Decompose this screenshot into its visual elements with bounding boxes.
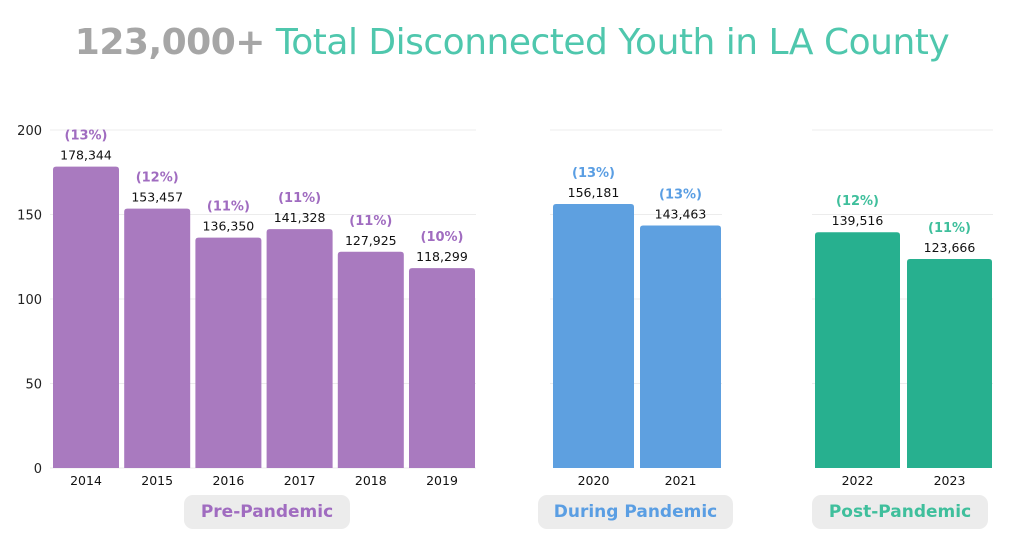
percent-label: (12%)	[836, 194, 879, 209]
percent-label: (13%)	[572, 166, 615, 181]
title-highlight: 123,000+	[74, 22, 266, 63]
percent-label: (12%)	[136, 171, 179, 186]
x-tick-label: 2022	[842, 473, 874, 488]
value-label: 123,666	[924, 240, 976, 255]
percent-label: (11%)	[278, 191, 321, 206]
bar	[337, 251, 404, 468]
post-pandemic-label: Post-Pandemic	[812, 495, 988, 529]
bar	[53, 166, 119, 468]
x-tick-label: 2021	[665, 473, 697, 488]
x-tick-label: 2023	[934, 473, 966, 488]
during-pandemic-label: During Pandemic	[538, 495, 733, 529]
value-label: 127,925	[345, 233, 397, 248]
x-tick-label: 2019	[426, 473, 458, 488]
bar	[553, 204, 634, 468]
bar-chart: 0 50 100 150 200 178,344 (13%) 2014 153,457 (12%)…	[17, 124, 993, 488]
value-label: 136,350	[203, 219, 255, 234]
x-tick-label: 2016	[212, 473, 244, 488]
x-tick-label: 2014	[70, 473, 102, 488]
percent-label: (13%)	[659, 188, 702, 203]
value-label: 143,463	[655, 207, 707, 222]
value-label: 156,181	[568, 185, 620, 200]
bar	[907, 259, 992, 468]
bar	[640, 225, 721, 468]
x-tick-label: 2020	[578, 473, 610, 488]
percent-label: (13%)	[65, 129, 108, 144]
y-tick-label: 0	[34, 462, 42, 477]
y-tick-label: 200	[17, 124, 42, 139]
value-label: 139,516	[832, 213, 884, 228]
chart-title: 123,000+ Total Disconnected Youth in LA …	[0, 22, 1024, 63]
percent-label: (11%)	[928, 221, 971, 236]
value-label: 141,328	[274, 210, 326, 225]
title-rest: Total Disconnected Youth in LA County	[275, 22, 950, 63]
pre-pandemic-label: Pre-Pandemic	[184, 495, 350, 529]
percent-label: (11%)	[207, 200, 250, 215]
y-tick-label: 150	[17, 209, 42, 224]
y-tick-label: 100	[17, 293, 42, 308]
bar	[815, 232, 900, 468]
x-tick-label: 2015	[141, 473, 173, 488]
value-label: 153,457	[131, 190, 183, 205]
bar	[124, 208, 191, 469]
percent-label: (10%)	[421, 230, 464, 245]
x-tick-label: 2017	[284, 473, 316, 488]
y-tick-label: 50	[25, 378, 42, 393]
percent-label: (11%)	[349, 214, 392, 229]
x-tick-label: 2018	[355, 473, 387, 488]
bar	[409, 268, 475, 468]
bar	[266, 229, 333, 468]
bar	[195, 237, 262, 468]
value-label: 118,299	[416, 249, 468, 264]
value-label: 178,344	[60, 148, 112, 163]
